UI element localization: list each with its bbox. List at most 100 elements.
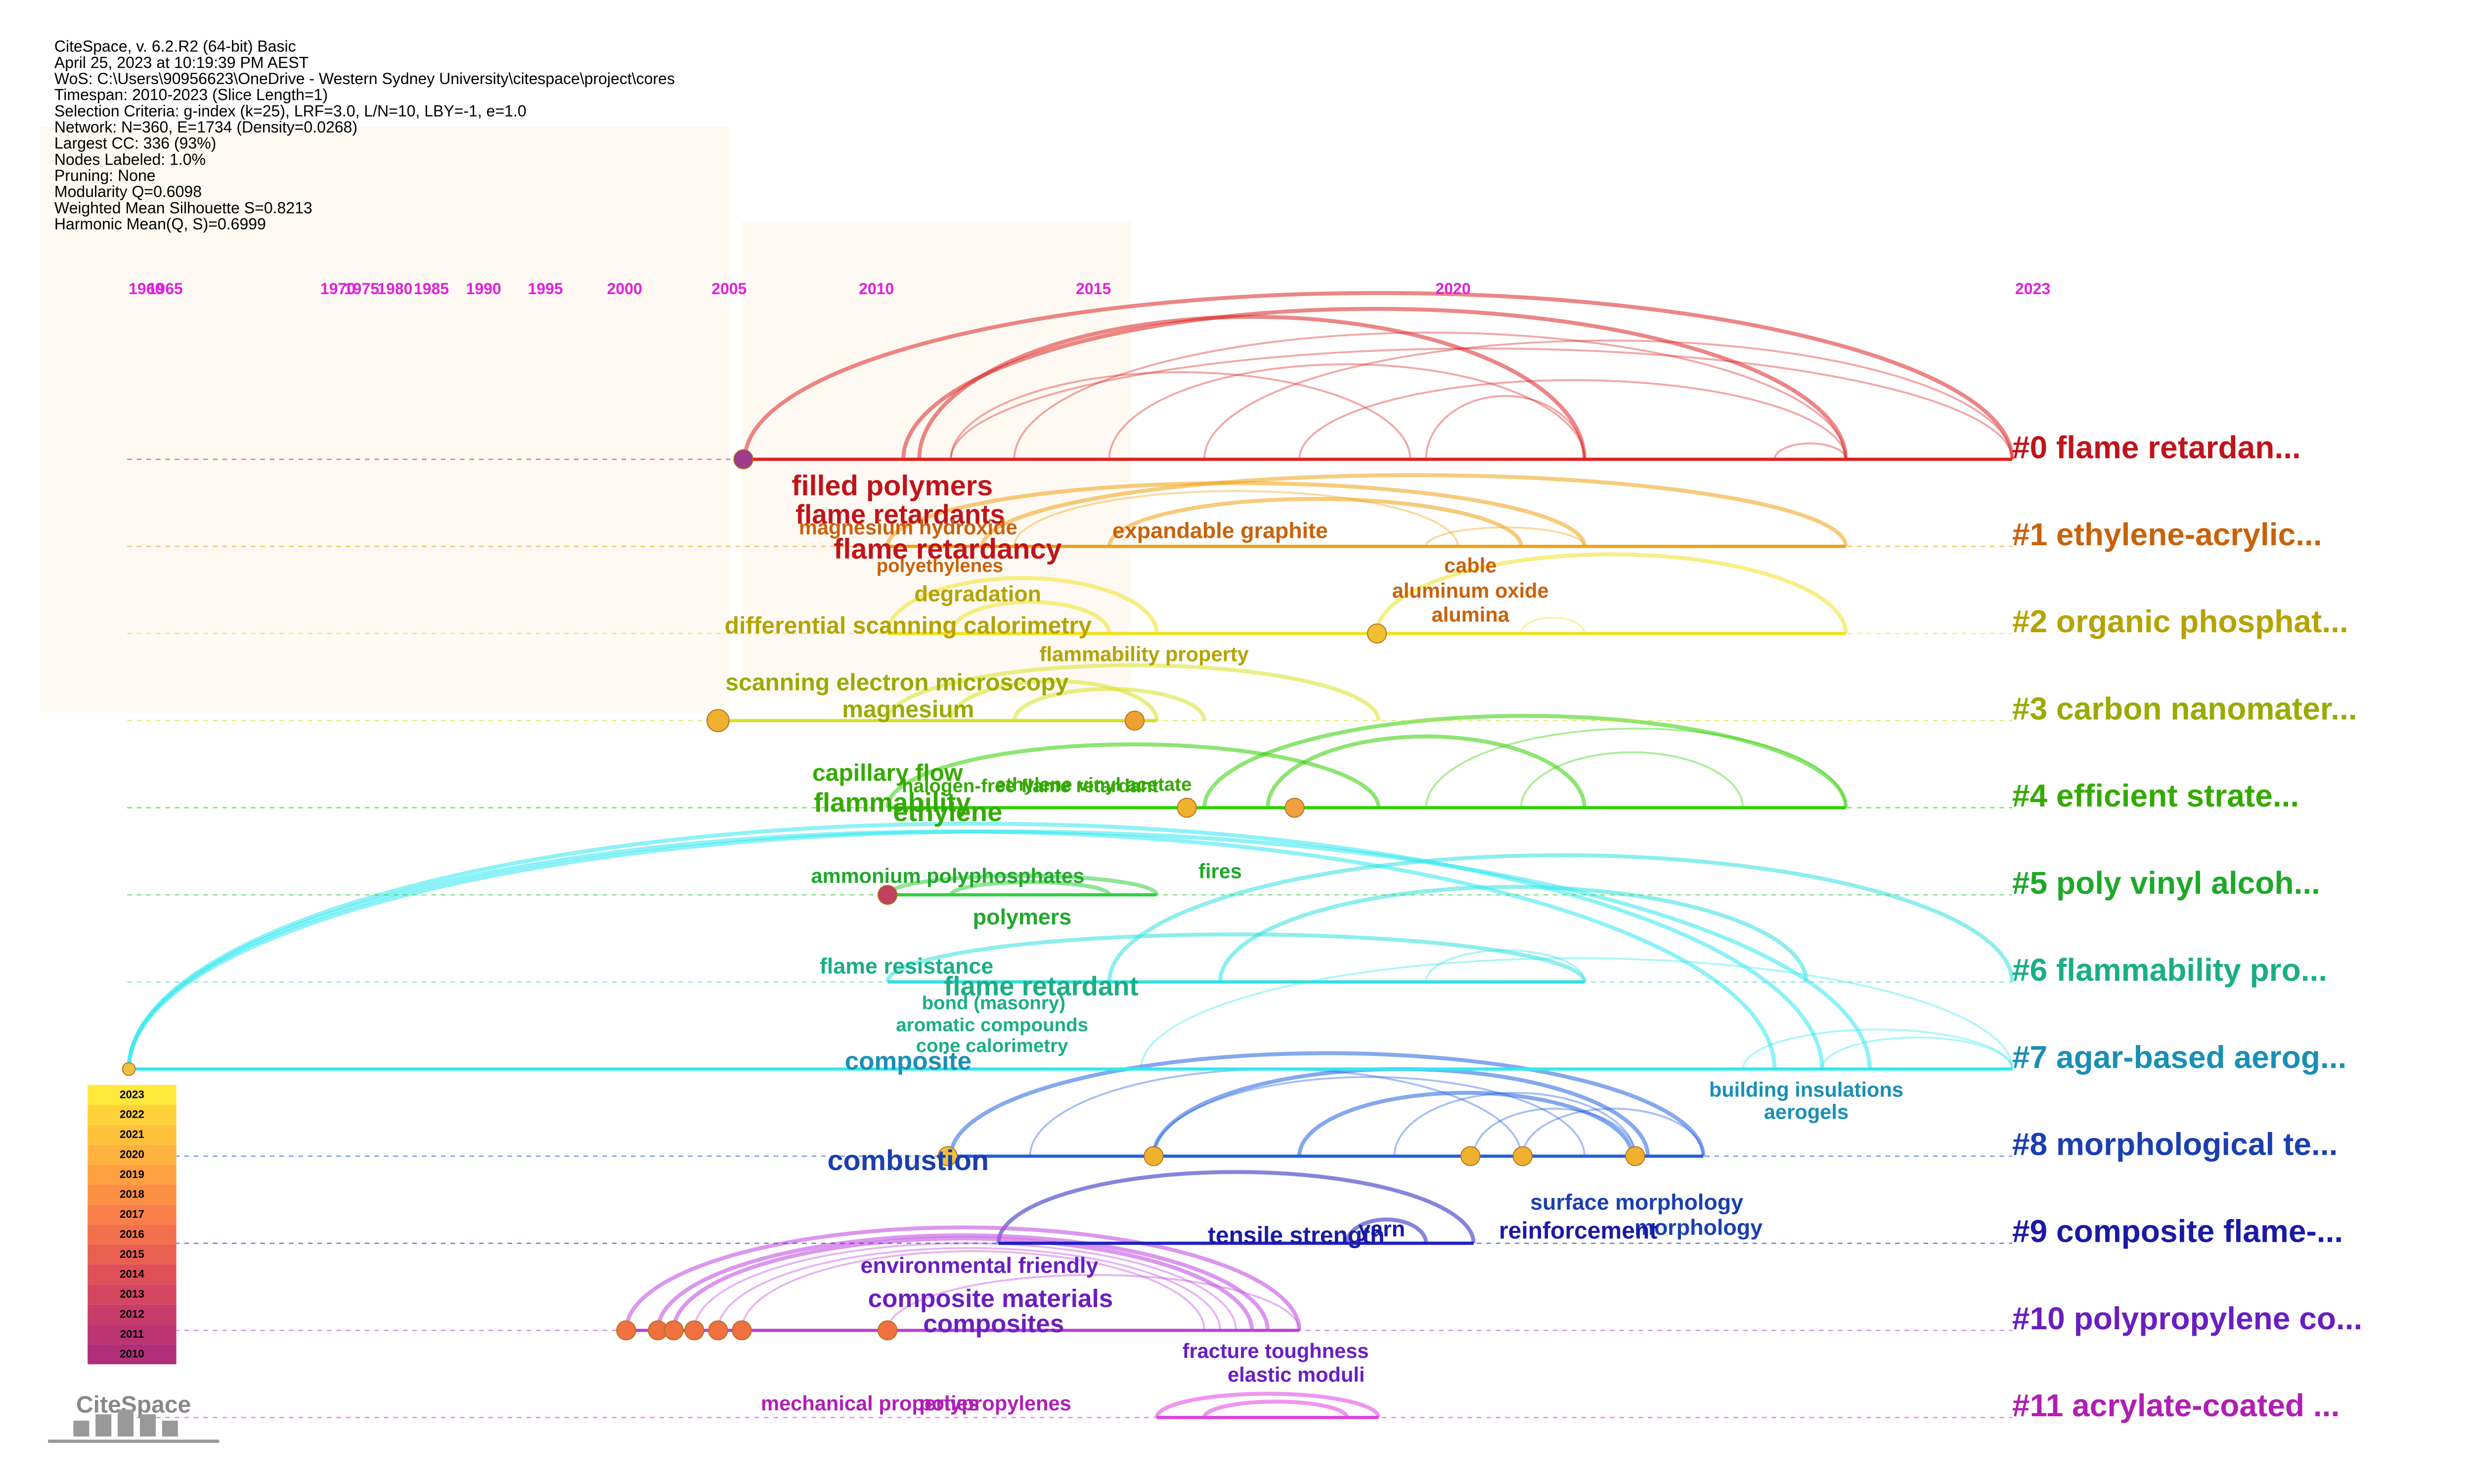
citation-arc xyxy=(885,663,1381,721)
node xyxy=(732,1320,752,1341)
keyword: composites xyxy=(923,1309,1064,1338)
year-label: 2005 xyxy=(711,280,747,298)
keyword: yarn xyxy=(1358,1216,1405,1241)
keyword: ethylene vinyl acetate xyxy=(995,774,1192,795)
citation-arc xyxy=(656,1233,1270,1331)
citation-arc xyxy=(1013,490,1459,547)
logo-icon xyxy=(95,1414,112,1437)
citation-arc xyxy=(1393,1091,1636,1156)
citation-arc xyxy=(950,347,2013,460)
legend-swatch xyxy=(88,1344,177,1364)
header: CiteSpace, v. 6.2.R2 (64-bit) BasicApril… xyxy=(54,38,2050,298)
keyword: polyethylenes xyxy=(877,555,1003,576)
citation-arc xyxy=(1297,1091,1634,1156)
citation-arc xyxy=(671,1236,1254,1331)
keyword: alumina xyxy=(1432,603,1510,626)
year-label: 1970 xyxy=(320,280,355,298)
keyword: building insulations xyxy=(1709,1078,1903,1101)
citation-arc xyxy=(886,1274,1301,1331)
node xyxy=(1512,1146,1533,1166)
keyword: expandable graphite xyxy=(1112,518,1328,543)
citation-arc xyxy=(717,1247,1221,1331)
keyword: flame retardancy xyxy=(834,533,1061,565)
logo-icon xyxy=(73,1420,89,1437)
year-label: 1990 xyxy=(466,280,501,298)
keyword: morphology xyxy=(1634,1215,1763,1240)
header-line: Harmonic Mean(Q, S)=0.6999 xyxy=(54,215,266,233)
keyword: flammability property xyxy=(1040,642,1249,665)
header-line: Selection Criteria: g-index (k=25), LRF=… xyxy=(54,102,527,120)
keyword: mechanical properties xyxy=(761,1392,979,1415)
citation-arc xyxy=(1012,687,1206,721)
legend-year: 2018 xyxy=(120,1188,144,1200)
keyword: flammability xyxy=(814,787,971,818)
node xyxy=(1144,1146,1164,1166)
header-line: WoS: C:\Users\90956623\OneDrive - Wester… xyxy=(54,70,675,87)
citation-arc xyxy=(950,371,1412,460)
year-label: 2000 xyxy=(607,280,642,298)
legend-swatch xyxy=(88,1105,177,1125)
citation-arc xyxy=(949,600,1111,634)
keyword: surface morphology xyxy=(1530,1189,1743,1215)
header-line: Timespan: 2010-2023 (Slice Length=1) xyxy=(54,86,328,104)
keyword: differential scanning calorimetry xyxy=(725,612,1092,639)
citation-arc xyxy=(127,829,1872,1069)
citation-arc xyxy=(885,576,1159,634)
citation-arc xyxy=(949,1051,1706,1156)
rows: #0 flame retardan... #1 ethylene-acrylic.… xyxy=(122,430,2362,1423)
keyword: combustion xyxy=(827,1145,989,1177)
citation-arc xyxy=(624,1225,1302,1331)
keyword: reinforcement xyxy=(1499,1218,1657,1244)
cluster-label: #10 polypropylene co... xyxy=(2012,1301,2362,1336)
legend-swatch xyxy=(88,1304,177,1325)
node xyxy=(937,1146,958,1166)
citation-arc xyxy=(885,742,1381,808)
keyword: aluminum oxide xyxy=(1392,579,1549,602)
header-line: Network: N=360, E=1734 (Density=0.0268) xyxy=(54,118,357,136)
cluster-label: #4 efficient strate... xyxy=(2012,778,2299,814)
header-line: April 25, 2023 at 10:19:39 PM AEST xyxy=(54,53,309,71)
citation-arc xyxy=(1521,1107,1705,1156)
citation-arc xyxy=(1472,1107,1636,1156)
citation-arc xyxy=(949,679,1159,721)
legend-swatch xyxy=(88,1204,177,1225)
legend-year: 2019 xyxy=(120,1168,144,1180)
citation-arc xyxy=(1140,957,2013,1069)
citation-arc xyxy=(1821,1036,2013,1069)
cluster-label: #1 ethylene-acrylic... xyxy=(2012,517,2322,552)
node xyxy=(706,709,730,733)
citation-arc xyxy=(1742,1028,2013,1069)
legend-year: 2014 xyxy=(120,1268,144,1280)
citation-arc xyxy=(1202,714,1848,808)
citation-arc xyxy=(949,880,1111,895)
citation-arc xyxy=(741,1250,1205,1331)
keyword: polypropylenes xyxy=(919,1392,1071,1415)
citation-arc xyxy=(1152,1076,1586,1156)
citation-arc xyxy=(996,1170,1476,1244)
keyword: flame retardants xyxy=(795,499,1005,529)
legend: 2023 2022 2021 2020 2019 2018 2017 2016 2015 2014… xyxy=(88,1085,177,1364)
legend-year: 2012 xyxy=(120,1308,144,1320)
keyword: cable xyxy=(1444,554,1497,577)
citation-arc xyxy=(1425,949,1586,982)
node xyxy=(1124,710,1145,731)
legend-year: 2015 xyxy=(120,1248,144,1260)
year-label: 2023 xyxy=(2015,280,2050,298)
citation-arc xyxy=(1773,442,1847,460)
keyword: composite materials xyxy=(868,1284,1113,1312)
legend-swatch xyxy=(88,1125,177,1145)
keyword: polymers xyxy=(973,904,1071,929)
node xyxy=(684,1320,705,1341)
year-label: 1960 xyxy=(129,280,164,298)
citation-arc xyxy=(127,822,1824,1069)
cluster-label: #8 morphological te... xyxy=(2012,1127,2338,1162)
legend-swatch xyxy=(88,1284,177,1305)
legend-year: 2016 xyxy=(120,1228,144,1240)
keyword: aromatic compounds xyxy=(896,1014,1088,1036)
keyword: degradation xyxy=(914,581,1041,606)
legend-swatch xyxy=(88,1184,177,1205)
keyword: magnesium xyxy=(842,697,974,723)
citation-arc xyxy=(901,306,1848,460)
